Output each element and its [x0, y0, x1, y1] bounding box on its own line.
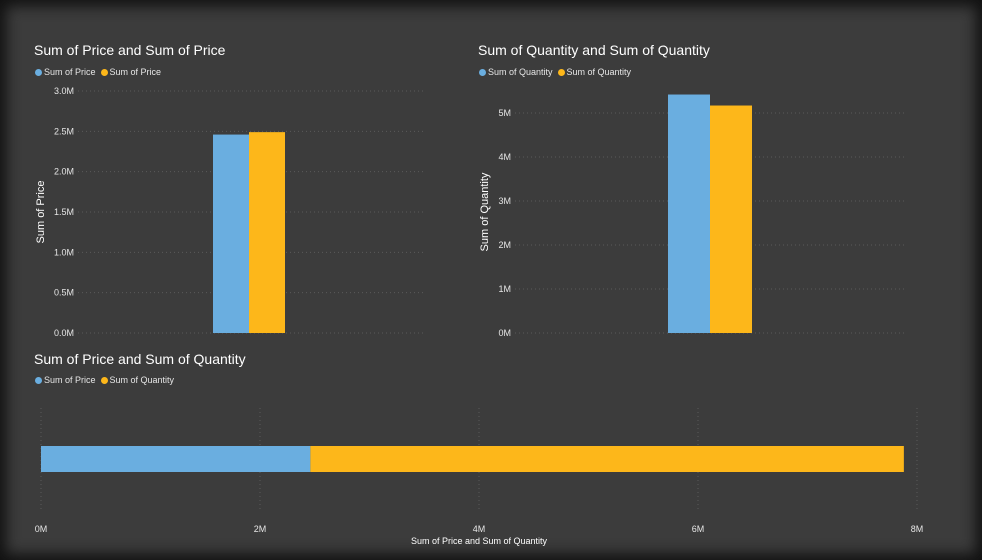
- chart-2-legend-item-2[interactable]: Sum of Quantity: [557, 67, 632, 77]
- legend-label: Sum of Price: [44, 375, 96, 385]
- legend-dot-icon: [35, 68, 42, 76]
- bar-2: [249, 132, 285, 333]
- chart-3-legend-item-2[interactable]: Sum of Quantity: [100, 375, 175, 385]
- legend-label: Sum of Quantity: [109, 375, 175, 385]
- x-axis-title: Sum of Price and Sum of Quantity: [411, 536, 548, 546]
- y-tick-label: 1.5M: [54, 207, 74, 217]
- y-tick-label: 2.0M: [54, 167, 74, 177]
- x-tick-label: 2M: [254, 524, 267, 534]
- y-tick-label: 5M: [498, 108, 511, 118]
- y-tick-label: 0M: [498, 328, 511, 338]
- legend-dot-icon: [479, 68, 486, 76]
- legend-dot-icon: [35, 376, 42, 384]
- y-tick-label: 3M: [498, 196, 511, 206]
- y-tick-label: 1.0M: [54, 247, 74, 257]
- bar-1: [213, 134, 249, 333]
- chart-2-title: Sum of Quantity and Sum of Quantity: [478, 42, 710, 58]
- chart-3-legend-item-1[interactable]: Sum of Price: [35, 375, 96, 385]
- x-tick-label: 0M: [35, 524, 48, 534]
- legend-dot-icon: [557, 68, 565, 76]
- chart-1-legend-item-2[interactable]: Sum of Price: [100, 67, 162, 77]
- x-tick-label: 4M: [473, 524, 486, 534]
- chart-1-title: Sum of Price and Sum of Price: [34, 42, 226, 58]
- legend-label: Sum of Price: [109, 67, 162, 77]
- legend-dot-icon: [100, 376, 108, 384]
- chart-2-legend: Sum of Quantity Sum of Quantity: [479, 67, 636, 77]
- legend-label: Sum of Quantity: [488, 67, 553, 77]
- stacked-bar-segment-1: [41, 446, 311, 472]
- y-axis-title: Sum of Quantity: [479, 172, 491, 251]
- stacked-bar-segment-2: [310, 446, 904, 472]
- legend-label: Sum of Price: [44, 67, 96, 77]
- chart-3-title: Sum of Price and Sum of Quantity: [34, 351, 246, 367]
- y-tick-label: 3.0M: [54, 86, 74, 96]
- bar-2: [710, 105, 752, 334]
- chart-1-legend: Sum of Price Sum of Price: [35, 67, 166, 77]
- y-tick-label: 1M: [498, 284, 511, 294]
- legend-dot-icon: [100, 68, 108, 76]
- legend-label: Sum of Quantity: [566, 67, 632, 77]
- y-axis-title: Sum of Price: [35, 181, 47, 244]
- bar-1: [668, 94, 710, 334]
- chart-2-legend-item-1[interactable]: Sum of Quantity: [479, 67, 553, 77]
- y-tick-label: 2.5M: [54, 126, 74, 136]
- y-tick-label: 0.5M: [54, 288, 74, 298]
- chart-3-legend: Sum of Price Sum of Quantity: [35, 375, 179, 385]
- y-tick-label: 0.0M: [54, 328, 74, 338]
- y-tick-label: 2M: [498, 240, 511, 250]
- x-tick-label: 8M: [911, 524, 924, 534]
- chart-1-legend-item-1[interactable]: Sum of Price: [35, 67, 96, 77]
- y-tick-label: 4M: [498, 152, 511, 162]
- x-tick-label: 6M: [692, 524, 705, 534]
